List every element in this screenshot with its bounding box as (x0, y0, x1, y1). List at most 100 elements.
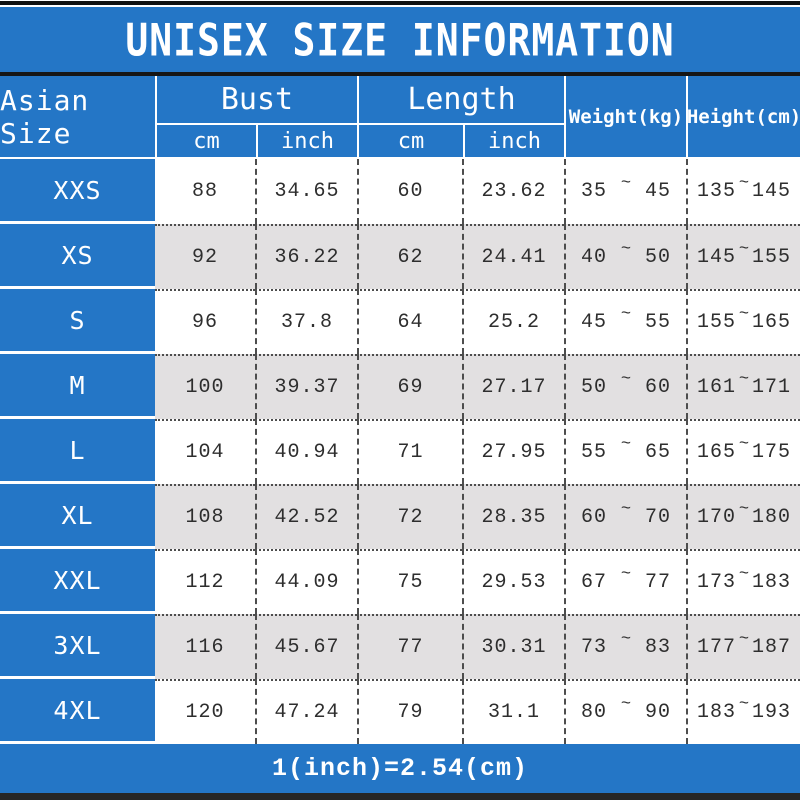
height-low: 135 (697, 180, 737, 203)
tilde-separator: ~ (738, 695, 750, 714)
weight-high: 90 (644, 701, 671, 724)
height-low: 173 (697, 571, 737, 594)
table-row: S 96 37.8 64 25.2 45 ~ 55 155 ~ 165 (0, 289, 800, 354)
top-border-line (0, 1, 800, 5)
weight-low: 67 (581, 571, 608, 594)
tilde-separator: ~ (738, 240, 750, 259)
tilde-separator: ~ (620, 565, 632, 584)
table-row: 3XL 116 45.67 77 30.31 73 ~ 83 177 ~ 187 (0, 614, 800, 679)
height-high: 145 (751, 180, 791, 203)
page-title: UNISEX SIZE INFORMATION (125, 13, 675, 66)
weight-range-cell: 35 ~ 45 (564, 159, 686, 224)
tilde-separator: ~ (620, 305, 632, 324)
weight-range-cell: 73 ~ 83 (564, 614, 686, 679)
length-cm-cell: 72 (357, 484, 462, 549)
tilde-separator: ~ (738, 565, 750, 584)
bust-inch-subheader: inch (256, 125, 357, 157)
length-inch-cell: 30.31 (462, 614, 564, 679)
weight-low: 60 (581, 506, 608, 529)
height-range-cell: 135 ~ 145 (686, 159, 800, 224)
height-high: 155 (751, 246, 791, 269)
height-range-cell: 170 ~ 180 (686, 484, 800, 549)
height-low: 177 (697, 636, 737, 659)
table-row: M 100 39.37 69 27.17 50 ~ 60 161 ~ 171 (0, 354, 800, 419)
table-row: L 104 40.94 71 27.95 55 ~ 65 165 ~ 175 (0, 419, 800, 484)
tilde-separator: ~ (620, 240, 632, 259)
height-high: 180 (751, 506, 791, 529)
size-cell: 4XL (0, 679, 155, 744)
tilde-separator: ~ (738, 500, 750, 519)
tilde-separator: ~ (738, 435, 750, 454)
height-low: 170 (697, 506, 737, 529)
weight-low: 50 (581, 376, 608, 399)
height-range-cell: 145 ~ 155 (686, 224, 800, 289)
length-cm-cell: 77 (357, 614, 462, 679)
bust-cm-cell: 92 (155, 224, 255, 289)
tilde-separator: ~ (620, 630, 632, 649)
bust-cm-cell: 120 (155, 679, 255, 744)
weight-high: 55 (644, 311, 671, 334)
title-banner: UNISEX SIZE INFORMATION (0, 7, 800, 72)
length-subheader-row: cm inch (359, 125, 564, 157)
height-high: 193 (751, 701, 791, 724)
size-cell: M (0, 354, 155, 419)
bust-inch-cell: 40.94 (255, 419, 357, 484)
length-inch-cell: 24.41 (462, 224, 564, 289)
weight-range-cell: 50 ~ 60 (564, 354, 686, 419)
height-high: 165 (751, 311, 791, 334)
weight-range-cell: 40 ~ 50 (564, 224, 686, 289)
bust-cm-subheader: cm (193, 128, 220, 154)
height-low: 161 (697, 376, 737, 399)
weight-range-cell: 55 ~ 65 (564, 419, 686, 484)
col-header-height: Height(cm) (686, 76, 800, 157)
length-cm-cell: 62 (357, 224, 462, 289)
length-group-label: Length (359, 76, 564, 125)
table-row: XL 108 42.52 72 28.35 60 ~ 70 170 ~ 180 (0, 484, 800, 549)
weight-high: 83 (644, 636, 671, 659)
weight-low: 40 (581, 246, 608, 269)
weight-range-cell: 60 ~ 70 (564, 484, 686, 549)
tilde-separator: ~ (620, 695, 632, 714)
length-cm-cell: 75 (357, 549, 462, 614)
height-high: 183 (751, 571, 791, 594)
bust-inch-cell: 45.67 (255, 614, 357, 679)
tilde-separator: ~ (738, 174, 750, 193)
tilde-separator: ~ (620, 500, 632, 519)
tilde-separator: ~ (620, 370, 632, 389)
length-inch-cell: 25.2 (462, 289, 564, 354)
bust-cm-cell: 104 (155, 419, 255, 484)
length-cm-subheader: cm (397, 128, 425, 154)
conversion-note: 1(inch)=2.54(cm) (271, 754, 529, 783)
weight-high: 50 (644, 246, 671, 269)
bust-inch-cell: 47.24 (255, 679, 357, 744)
weight-low: 35 (581, 180, 608, 203)
col-group-bust: Bust cm inch (155, 76, 357, 157)
height-high: 187 (751, 636, 791, 659)
bust-cm-cell: 88 (191, 180, 218, 203)
bust-inch-cell: 39.37 (255, 354, 357, 419)
height-range-cell: 177 ~ 187 (686, 614, 800, 679)
col-group-length: Length cm inch (357, 76, 564, 157)
col-header-asian-size: Asian Size (0, 83, 90, 150)
title-divider-line (0, 72, 800, 76)
length-cm-cell: 60 (357, 159, 462, 224)
length-inch-cell: 28.35 (462, 484, 564, 549)
table-row: XS 92 36.22 62 24.41 40 ~ 50 145 ~ 155 (0, 224, 800, 289)
weight-low: 55 (581, 441, 608, 464)
length-cm-cell: 79 (357, 679, 462, 744)
top-gap (0, 5, 800, 7)
tilde-separator: ~ (620, 435, 632, 454)
table-header: Asian Size Bust cm inch Length cm inch W… (0, 76, 800, 159)
height-range-cell: 155 ~ 165 (686, 289, 800, 354)
bust-inch-cell: 36.22 (255, 224, 357, 289)
bust-cm-cell: 96 (155, 289, 255, 354)
length-cm-cell: 64 (357, 289, 462, 354)
weight-high: 77 (644, 571, 671, 594)
weight-low: 73 (581, 636, 608, 659)
bust-group-label: Bust (157, 76, 357, 125)
height-low: 165 (697, 441, 737, 464)
weight-high: 60 (644, 376, 671, 399)
height-range-cell: 173 ~ 183 (686, 549, 800, 614)
size-cell: XXS (0, 159, 155, 224)
tilde-separator: ~ (738, 630, 750, 649)
